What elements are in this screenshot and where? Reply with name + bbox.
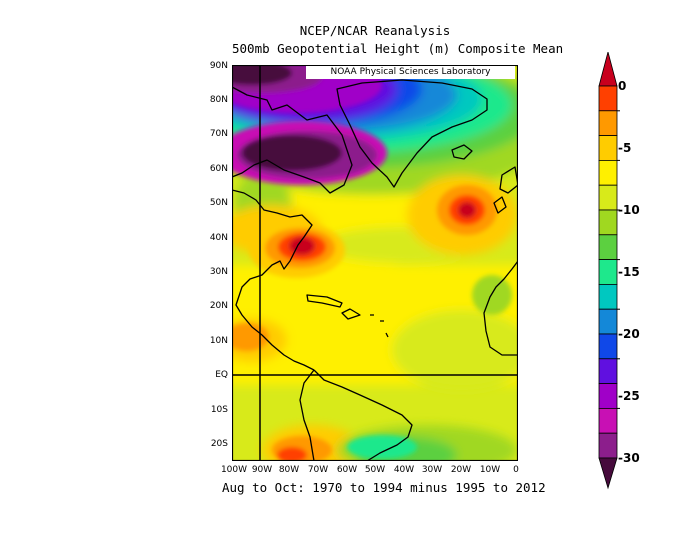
map-plot — [232, 65, 518, 461]
lon-label: 100W — [220, 465, 248, 475]
lat-label: 30N — [209, 267, 228, 277]
lon-label: 20W — [450, 465, 472, 475]
colorbar-tick-label: -15 — [618, 265, 640, 279]
colorbar-swatch — [598, 383, 618, 409]
lon-label: 90W — [251, 465, 273, 475]
chart-title: NCEP/NCAR Reanalysis — [299, 23, 451, 38]
colorbar-tick-label: -20 — [618, 327, 640, 341]
colorbar-swatch — [598, 110, 618, 136]
lat-label: EQ — [215, 370, 228, 380]
lon-label: 30W — [421, 465, 443, 475]
colorbar-swatch — [598, 358, 618, 384]
lon-label: 40W — [393, 465, 415, 475]
lon-label: 70W — [307, 465, 329, 475]
map-frame — [232, 65, 518, 461]
lat-label: 40N — [209, 233, 228, 243]
colorbar-tick-label: 0 — [618, 79, 627, 93]
chart-subtitle: 500mb Geopotential Height (m) Composite … — [232, 41, 564, 56]
lat-label: 60N — [209, 164, 228, 174]
lat-label: 90N — [209, 61, 228, 71]
colorbar-tick-label: -30 — [618, 451, 640, 465]
colorbar — [598, 52, 620, 490]
lat-label: 50N — [209, 198, 228, 208]
lon-label: 60W — [336, 465, 358, 475]
colorbar-swatch — [598, 259, 618, 285]
colorbar-swatch — [598, 209, 618, 236]
colorbar-swatch — [598, 160, 618, 186]
colorbar-bottom-arrow — [598, 457, 618, 490]
colorbar-swatch — [598, 85, 618, 112]
colorbar-top-arrow — [598, 52, 618, 87]
lon-label: 80W — [278, 465, 300, 475]
lat-label: 70N — [209, 129, 228, 139]
credit-label: NOAA Physical Sciences Laboratory — [306, 66, 515, 79]
colorbar-swatch — [598, 308, 618, 335]
lat-label: 80N — [209, 95, 228, 105]
coastlines — [232, 79, 518, 461]
colorbar-swatch — [598, 234, 618, 261]
period-caption: Aug to Oct: 1970 to 1994 minus 1995 to 2… — [222, 480, 546, 495]
lat-label: 10S — [210, 405, 228, 415]
colorbar-tick-label: -5 — [618, 141, 632, 155]
lon-label: 50W — [364, 465, 386, 475]
colorbar-swatch — [598, 407, 618, 434]
colorbar-swatch — [598, 283, 618, 310]
lon-label: 0 — [513, 465, 519, 475]
reference-lines — [232, 65, 518, 461]
lat-label: 20S — [210, 439, 228, 449]
colorbar-swatch — [598, 333, 618, 360]
lat-label: 10N — [209, 336, 228, 346]
colorbar-swatch — [598, 135, 618, 161]
colorbar-tick-label: -25 — [618, 389, 640, 403]
lon-label: 10W — [479, 465, 501, 475]
lat-label: 20N — [209, 301, 228, 311]
colorbar-tick-label: -10 — [618, 203, 640, 217]
colorbar-swatch — [598, 432, 618, 459]
colorbar-swatch — [598, 184, 618, 211]
anomaly-field — [232, 65, 518, 461]
